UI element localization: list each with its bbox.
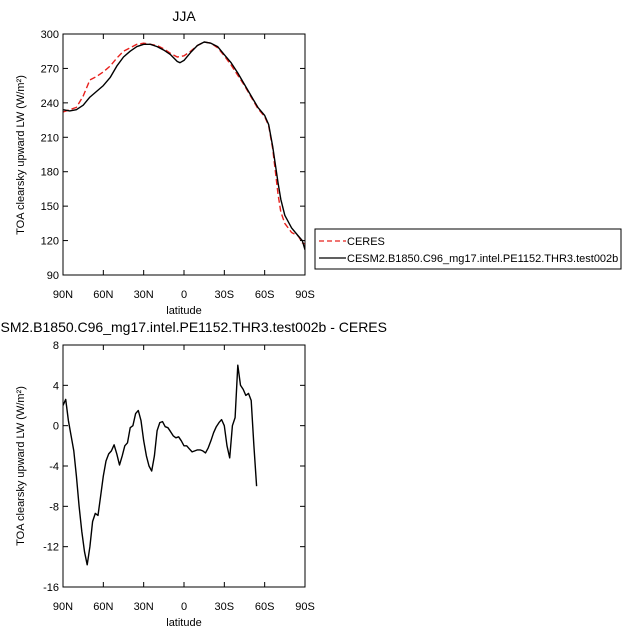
bottom-plot-area (63, 364, 258, 566)
y-tick-label: -4 (49, 461, 59, 473)
legend-label-model: CESM2.B1850.C96_mg17.intel.PE1152.THR3.t… (347, 253, 618, 265)
y-tick-label: 150 (41, 201, 59, 213)
y-tick-label: -16 (43, 582, 59, 594)
x-tick-label: 60S (255, 601, 275, 613)
top-chart-title: JJA (172, 8, 196, 24)
top-panel: JJA 90N 60N 30N 0 30S 60S 90S 90 120 150 180 210 24… (15, 8, 315, 317)
bottom-x-axis: 90N 60N 30N 0 30S 60S 90S (53, 345, 315, 613)
y-tick-label: 8 (53, 340, 59, 352)
bottom-panel: CESM2.B1850.C96_mg17.intel.PE1152.THR3.t… (0, 319, 387, 629)
y-tick-label: -8 (49, 501, 59, 513)
y-tick-label: 270 (41, 63, 59, 75)
series-line-cesm2 (63, 41, 305, 250)
top-y-axis-label: TOA clearsky upward LW (W/m²) (15, 75, 27, 235)
bottom-x-axis-label: latitude (166, 617, 201, 629)
x-tick-label: 60N (93, 289, 113, 301)
x-tick-label: 30N (134, 601, 154, 613)
x-tick-label: 90N (53, 601, 73, 613)
legend-label-ceres: CERES (347, 236, 385, 248)
top-plot-area (63, 41, 305, 250)
top-plot-frame (62, 33, 306, 276)
series-line-ceres (63, 41, 305, 245)
y-tick-label: -12 (43, 542, 59, 554)
x-tick-label: 30N (134, 289, 154, 301)
y-tick-label: 120 (41, 236, 59, 248)
bottom-chart-title: CESM2.B1850.C96_mg17.intel.PE1152.THR3.t… (0, 319, 387, 335)
y-tick-label: 180 (41, 167, 59, 179)
y-tick-label: 90 (47, 270, 59, 282)
x-tick-label: 30S (215, 601, 235, 613)
y-tick-label: 210 (41, 132, 59, 144)
legend: CERES CESM2.B1850.C96_mg17.intel.PE1152.… (314, 228, 622, 270)
x-tick-label: 90S (295, 289, 315, 301)
x-tick-label: 60S (255, 289, 275, 301)
legend-box (314, 228, 622, 270)
bottom-plot-frame (62, 344, 306, 588)
x-tick-label: 60N (93, 601, 113, 613)
y-tick-label: 4 (53, 380, 59, 392)
top-x-axis-label: latitude (166, 305, 201, 317)
x-tick-label: 90N (53, 289, 73, 301)
top-x-axis: 90N 60N 30N 0 30S 60S 90S (53, 34, 315, 301)
bottom-y-axis: -16 -12 -8 -4 0 4 8 (43, 340, 305, 594)
x-tick-label: 30S (215, 289, 235, 301)
x-tick-label: 0 (181, 601, 187, 613)
x-tick-label: 0 (181, 289, 187, 301)
top-y-axis: 90 120 150 180 210 240 270 300 (41, 29, 305, 282)
bottom-y-axis-label: TOA clearsky upward LW (W/m²) (15, 386, 27, 546)
y-tick-label: 300 (41, 29, 59, 41)
y-tick-label: 0 (53, 421, 59, 433)
x-tick-label: 90S (295, 601, 315, 613)
series-line-diff-0 (63, 364, 258, 566)
y-tick-label: 240 (41, 98, 59, 110)
